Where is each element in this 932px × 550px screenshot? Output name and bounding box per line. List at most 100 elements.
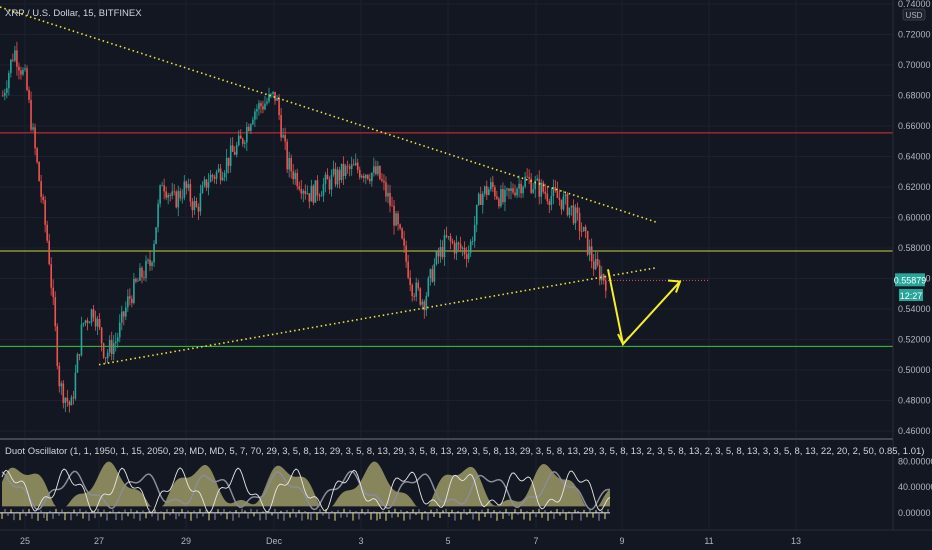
candle-body — [260, 103, 262, 107]
candle-body — [360, 175, 363, 178]
candle-body — [286, 141, 288, 170]
candle-body — [427, 278, 430, 296]
candle-body — [578, 212, 581, 232]
candle-body — [421, 301, 424, 305]
price-tick: 0.66000 — [898, 121, 931, 131]
candle-body — [72, 397, 75, 399]
candle-body — [362, 175, 365, 179]
candle-body — [354, 162, 357, 166]
candle-body — [211, 174, 214, 177]
candle-body — [120, 311, 123, 323]
candle-body — [235, 145, 238, 155]
candle-body — [483, 186, 486, 194]
time-tick: 5 — [445, 536, 450, 546]
candle-body — [310, 185, 313, 202]
candle-body — [209, 174, 212, 183]
candle-body — [223, 172, 226, 178]
candle-body — [556, 190, 559, 198]
time-axis[interactable]: 25 27 29 Dec 3 5 7 9 11 13 — [20, 536, 801, 546]
last-price-badge: 0.55879 — [894, 273, 926, 287]
candle-body — [20, 70, 22, 75]
candle-body — [266, 101, 268, 104]
countdown-badge: 12:27 — [899, 289, 923, 301]
candle-body — [457, 242, 460, 245]
candle-body — [54, 297, 57, 327]
candle-body — [415, 282, 418, 297]
candle-body — [262, 106, 264, 110]
candle-body — [2, 95, 4, 97]
candle-body — [288, 158, 290, 170]
candle-body — [336, 169, 339, 185]
candle-body — [409, 277, 411, 286]
price-tick: 0.58000 — [898, 243, 931, 253]
candle-body — [328, 179, 331, 190]
candle-body — [369, 178, 371, 182]
candle-body — [395, 213, 397, 226]
candle-body — [381, 179, 383, 181]
candle-body — [127, 296, 129, 308]
oscillator-slow-line — [1, 470, 611, 511]
time-tick: 27 — [94, 536, 104, 546]
currency-label: USD — [906, 11, 923, 20]
candle-body — [475, 204, 478, 225]
candle-body — [80, 324, 83, 356]
candle-body — [241, 138, 244, 144]
trendline-lower[interactable] — [98, 267, 657, 366]
candle-body — [451, 241, 454, 243]
candle-body — [4, 92, 6, 96]
price-axis[interactable]: 0.74000 0.72000 0.70000 0.68000 0.66000 0.640… — [898, 0, 931, 436]
candle-body — [580, 231, 583, 232]
candle-body — [413, 295, 416, 297]
candle-body — [203, 179, 206, 186]
candle-body — [566, 194, 569, 216]
candle-body — [213, 176, 216, 179]
candle-body — [352, 164, 355, 166]
time-tick: 7 — [533, 536, 538, 546]
candle-body — [407, 261, 409, 278]
oscillator-axis[interactable]: 80.00000 40.00000 0.00000 — [898, 456, 932, 517]
arrowhead-down — [617, 333, 630, 346]
candle-body — [250, 124, 252, 131]
candle-body — [564, 194, 567, 197]
candle-body — [292, 171, 295, 180]
candle-body — [304, 191, 307, 194]
candle-body — [46, 224, 48, 241]
candle-body — [195, 200, 198, 207]
candle-body — [514, 192, 516, 196]
candle-body — [159, 185, 161, 204]
candle-body — [330, 174, 333, 190]
price-tick: 0.50000 — [898, 365, 931, 375]
candle-body — [510, 188, 512, 192]
candle-body — [342, 163, 345, 177]
candle-body — [548, 201, 551, 206]
candle-body — [423, 301, 426, 311]
candle-body — [8, 73, 10, 89]
candle-body — [32, 127, 34, 130]
candle-body — [110, 340, 113, 355]
candle-body — [157, 203, 159, 228]
candle-body — [102, 343, 105, 358]
candle-body — [570, 205, 573, 208]
candle-body — [163, 185, 165, 192]
candle-body — [106, 352, 109, 359]
candle-body — [66, 397, 69, 402]
candle-body — [377, 165, 379, 175]
candle-body — [367, 174, 369, 179]
candle-body — [479, 193, 482, 205]
candle-body — [68, 401, 71, 406]
candle-body — [36, 148, 38, 162]
time-tick: 11 — [704, 536, 713, 546]
candle-body — [18, 66, 20, 71]
candle-body — [504, 189, 506, 203]
candle-body — [600, 274, 603, 281]
candle-body — [417, 282, 420, 289]
candle-series — [2, 41, 607, 413]
candle-body — [530, 178, 532, 193]
candle-body — [225, 157, 228, 173]
currency-button[interactable]: USD — [902, 8, 926, 21]
candle-body — [538, 178, 541, 197]
candle-body — [276, 98, 278, 101]
candle-body — [189, 184, 192, 202]
candle-body — [453, 242, 456, 254]
candle-body — [314, 180, 317, 203]
